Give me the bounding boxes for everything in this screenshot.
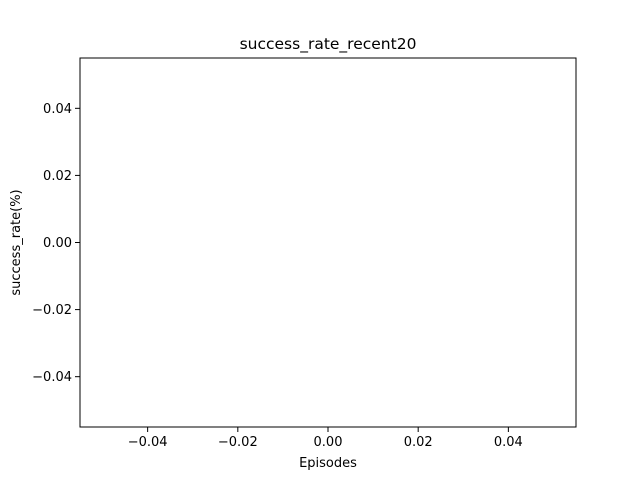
y-axis: −0.04 −0.02 0.00 0.02 0.04 [32, 102, 80, 385]
x-tick-label: 0.04 [494, 435, 523, 450]
y-tick-label: −0.02 [32, 303, 72, 318]
y-tick-label: 0.00 [43, 236, 72, 251]
x-axis-label: Episodes [299, 456, 357, 471]
y-axis-label: success_rate(%) [9, 189, 24, 295]
y-tick-label: 0.04 [43, 102, 72, 117]
y-tick-label: 0.02 [43, 169, 72, 184]
x-tick-label: 0.02 [404, 435, 433, 450]
x-tick-label: 0.00 [314, 435, 343, 450]
chart-title: success_rate_recent20 [240, 35, 417, 54]
plot-area [79, 57, 577, 428]
x-axis: −0.04 −0.02 0.00 0.02 0.04 [128, 427, 523, 450]
x-tick-label: −0.02 [218, 435, 258, 450]
y-tick-label: −0.04 [32, 370, 72, 385]
x-tick-label: −0.04 [128, 435, 168, 450]
